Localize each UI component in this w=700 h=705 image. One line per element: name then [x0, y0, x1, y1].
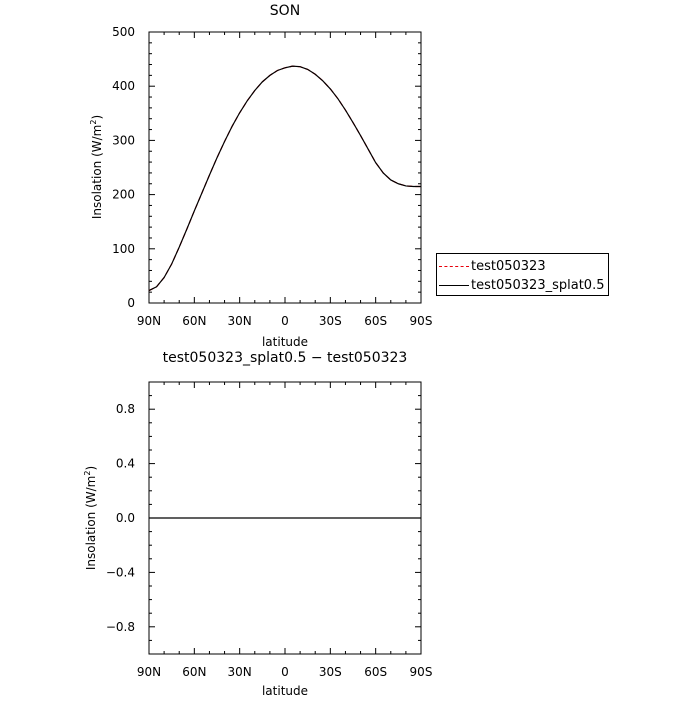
- bottom-y-tick-label: 0.8: [116, 402, 135, 416]
- top-panel: SON 90N 60N 30N 0 30S 60S 90S0100200300400500 …: [89, 3, 432, 349]
- bottom-chart-title: test050323_splat0.5 − test050323: [163, 350, 408, 366]
- top-y-axis-label-close: ): [90, 115, 104, 120]
- legend: test050323 test050323_splat0.5: [436, 253, 609, 296]
- top-series-group: [148, 65, 421, 292]
- bottom-y-axis-label-close: ): [84, 466, 98, 471]
- legend-label-test050323-splat0.5: test050323_splat0.5: [471, 277, 605, 293]
- top-y-tick-label: 200: [112, 188, 135, 202]
- bottom-y-tick-label: −0.4: [106, 565, 135, 579]
- bottom-x-tick-label: 90N: [137, 665, 161, 679]
- top-x-tick-label: 60N: [182, 314, 206, 328]
- top-series-line-0: [148, 65, 421, 292]
- bottom-x-tick-label: 0: [281, 665, 289, 679]
- legend-swatch-solid-black: [439, 284, 469, 286]
- bottom-x-tick-label: 60S: [364, 665, 387, 679]
- bottom-panel: test050323_splat0.5 − test050323 90N 60N 3…: [83, 350, 432, 698]
- bottom-x-tick-label: 30S: [319, 665, 342, 679]
- top-x-tick-label: 0: [281, 314, 289, 328]
- top-plot-frame: [148, 31, 422, 304]
- legend-label-test050323: test050323: [471, 258, 546, 274]
- top-x-tick-label: 30N: [228, 314, 252, 328]
- top-chart-title: SON: [270, 3, 300, 19]
- top-x-axis-label: latitude: [262, 335, 308, 349]
- top-x-tick-label: 90S: [410, 314, 433, 328]
- top-y-tick-label: 100: [112, 242, 135, 256]
- bottom-x-axis-label: latitude: [262, 684, 308, 698]
- top-axis-ticks: 90N 60N 30N 0 30S 60S 90S 0 100 200 300 400 500: [112, 25, 432, 328]
- top-x-tick-label: 60S: [364, 314, 387, 328]
- bottom-axis-ticks: 90N 60N 30N 0 30S 60S 90S 0.8 0.4 0.0 −0.4 −0.8: [106, 381, 433, 679]
- top-y-axis-label-text: Insolation (W/m: [90, 125, 104, 220]
- top-series-line-1: [148, 65, 421, 292]
- top-y-tick-label: 500: [112, 25, 135, 39]
- bottom-y-axis-label-sup: 2: [83, 471, 92, 476]
- bottom-y-tick-label: 0.0: [116, 511, 135, 525]
- bottom-y-tick-label: 0.4: [116, 457, 135, 471]
- legend-item-test050323: test050323: [439, 258, 546, 274]
- top-y-tick-label: 0: [127, 296, 135, 310]
- top-x-tick-label: 90N: [137, 314, 161, 328]
- bottom-x-tick-label: 90S: [410, 665, 433, 679]
- bottom-x-tick-label: 60N: [182, 665, 206, 679]
- bottom-x-tick-label: 30N: [228, 665, 252, 679]
- top-y-axis-label: Insolation (W/m2): [89, 115, 104, 219]
- top-y-tick-label: 400: [112, 79, 135, 93]
- top-y-tick-label: 300: [112, 133, 135, 147]
- bottom-y-axis-label-text: Insolation (W/m: [84, 476, 98, 571]
- legend-item-test050323-splat0.5: test050323_splat0.5: [439, 277, 604, 293]
- bottom-y-axis-label: Insolation (W/m2): [83, 466, 98, 570]
- legend-swatch-dashed-red: [439, 265, 469, 267]
- top-x-tick-label: 30S: [319, 314, 342, 328]
- bottom-y-tick-label: −0.8: [106, 620, 135, 634]
- top-y-axis-label-sup: 2: [89, 120, 98, 125]
